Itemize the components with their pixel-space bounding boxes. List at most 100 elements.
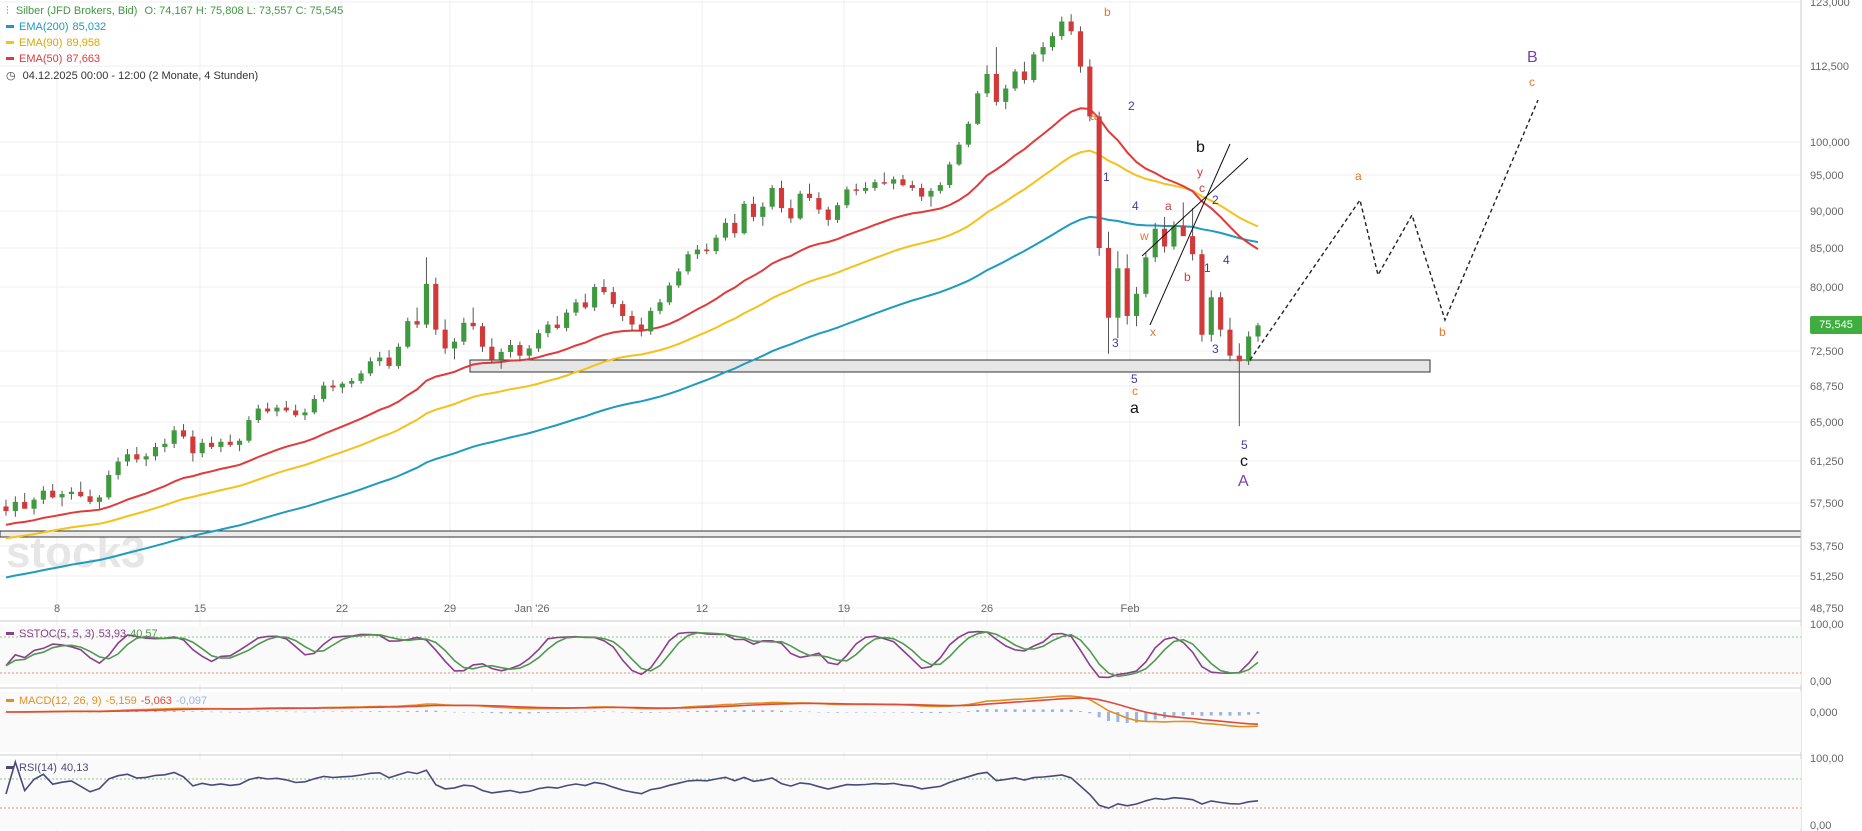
wave-label-5: 5 <box>1131 372 1138 386</box>
candle-body-116 <box>1087 66 1093 117</box>
legend-macd[interactable]: MACD(12, 26, 9) -5,159 -5,063 -0,097 <box>6 695 211 707</box>
macd-bar-127 <box>1191 712 1195 716</box>
candle-body-113 <box>1059 21 1065 37</box>
macd-bar-131 <box>1228 712 1232 716</box>
macd-bar-80 <box>751 710 755 712</box>
candle-body-67 <box>629 316 635 325</box>
macd-bar-128 <box>1200 712 1204 716</box>
macd-title: MACD(12, 26, 9) <box>19 695 102 707</box>
range-info: ◷ 04.12.2025 00:00 - 12:00 (2 Monate, 4 … <box>6 69 262 82</box>
candle-body-134 <box>1255 325 1261 337</box>
candle-body-64 <box>601 287 607 293</box>
macd-bar-78 <box>733 710 737 712</box>
candle-body-3 <box>31 499 37 509</box>
legend-ema90[interactable]: EMA(90) 89,958 <box>6 37 104 49</box>
candle-body-129 <box>1208 297 1214 335</box>
price-tick-14: 48,750 <box>1810 603 1844 615</box>
candle-body-52 <box>489 346 495 360</box>
rsi-axis-100: 100,00 <box>1810 753 1844 765</box>
candle-body-71 <box>666 285 672 303</box>
candle-body-115 <box>1077 31 1084 67</box>
ohlc-values: O: 74,167 H: 75,808 L: 73,557 C: 75,545 <box>144 5 344 17</box>
macd-bar-49 <box>462 711 466 713</box>
macd-bar-30 <box>284 711 288 712</box>
macd-bar-28 <box>266 711 270 712</box>
candle-body-44 <box>414 321 420 325</box>
candle-body-23 <box>218 441 224 447</box>
candle-body-37 <box>349 380 355 384</box>
price-tick-12: 53,750 <box>1810 541 1844 553</box>
wave-label-c-red: c <box>1199 181 1205 195</box>
macd-bar-108 <box>1013 709 1017 712</box>
price-tick-3: 95,000 <box>1810 170 1844 182</box>
macd-bar-83 <box>779 710 783 712</box>
candle-body-73 <box>685 254 691 272</box>
macd-bar-74 <box>695 710 699 712</box>
candle-body-102 <box>956 144 962 165</box>
grid <box>0 0 1801 831</box>
candle-body-14 <box>134 454 140 460</box>
macd-bar-21 <box>200 711 204 712</box>
candle-body-60 <box>564 312 570 328</box>
wave-label-c-small: c <box>1132 384 1138 398</box>
candle-body-79 <box>741 203 747 234</box>
macd-bar-57 <box>537 712 541 714</box>
macd-bar-133 <box>1247 712 1251 715</box>
candle-body-96 <box>900 179 906 186</box>
macd-bar-73 <box>686 711 690 712</box>
proj-label-c: c <box>1529 75 1535 89</box>
wave-label-1: 1 <box>1103 170 1110 184</box>
ema200-label: EMA(200) <box>19 21 69 33</box>
wave-label-4b: 4 <box>1223 253 1230 267</box>
legend-stoch[interactable]: SSTOC(5, 5, 3) 53,93 40,57 <box>6 628 162 640</box>
macd-bar-84 <box>789 711 793 712</box>
macd-bar-72 <box>677 711 681 713</box>
wave-label-y: y <box>1197 165 1203 179</box>
macd-bar-62 <box>583 711 587 713</box>
legend-ema200[interactable]: EMA(200) 85,032 <box>6 21 110 33</box>
candle-body-59 <box>554 324 560 328</box>
macd-bar-87 <box>817 712 821 713</box>
macd-bar-41 <box>387 711 391 712</box>
stoch-axis-100: 100,00 <box>1810 619 1844 631</box>
time-tick-1: 15 <box>194 603 206 615</box>
candle-body-114 <box>1068 21 1074 32</box>
candle-body-74 <box>694 249 700 255</box>
macd-bar-96 <box>901 712 905 713</box>
macd-bar-44 <box>415 710 419 712</box>
price-tick-10: 61,250 <box>1810 456 1844 468</box>
time-tick-5: 12 <box>696 603 708 615</box>
candle-body-56 <box>526 348 532 356</box>
channel-line-upper <box>1141 157 1249 257</box>
macd-bar-69 <box>649 712 653 713</box>
legend-rsi[interactable]: RSI(14) 40,13 <box>6 762 92 774</box>
candle-body-89 <box>834 205 841 220</box>
candle-body-45 <box>423 283 430 325</box>
candle-body-12 <box>115 461 121 475</box>
candle-body-0 <box>3 506 9 512</box>
candle-body-112 <box>1049 36 1056 48</box>
stoch-swatch <box>6 631 14 635</box>
macd-bar-65 <box>611 711 615 713</box>
macd-bar-132 <box>1237 712 1241 716</box>
candle-body-25 <box>237 440 243 445</box>
macd-bar-93 <box>873 712 877 713</box>
candle-body-43 <box>405 321 411 347</box>
macd-bar-77 <box>723 710 727 712</box>
time-tick-2: 22 <box>336 603 348 615</box>
legend-ema50[interactable]: EMA(50) 87,663 <box>6 53 104 65</box>
wave-label-2b: 2 <box>1212 193 1219 207</box>
wave-labels: b a 2 1 4 3 5 c a b a w x y c b 2 1 4 3 … <box>1090 5 1538 490</box>
ema90-label: EMA(90) <box>19 37 63 49</box>
wave-label-b-top: b <box>1104 5 1111 19</box>
candle-body-16 <box>152 446 159 457</box>
candle-body-77 <box>722 222 729 238</box>
candle-body-62 <box>582 302 588 308</box>
macd-bar-116 <box>1088 712 1092 714</box>
candle-body-32 <box>302 412 308 416</box>
candle-body-10 <box>96 497 103 502</box>
macd-bar-35 <box>331 711 335 712</box>
price-tick-7: 72,500 <box>1810 346 1844 358</box>
